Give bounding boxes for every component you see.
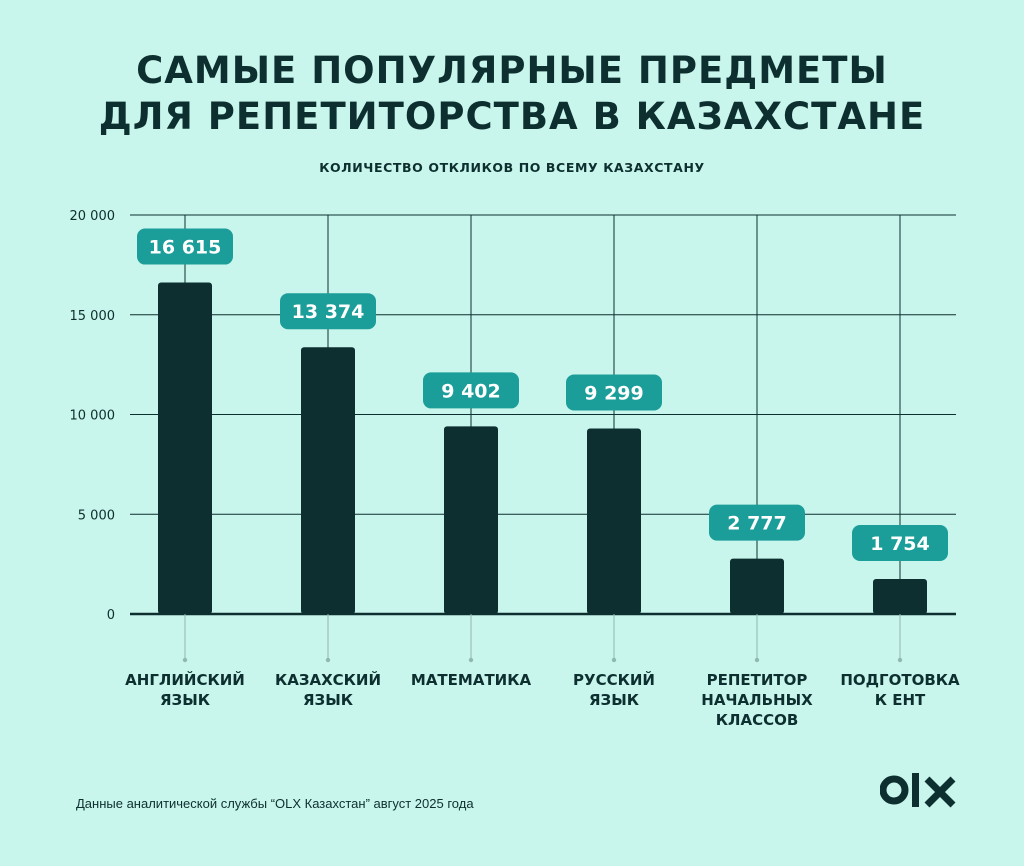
y-tick-label: 10 000 — [70, 409, 116, 424]
value-label-box — [709, 504, 805, 541]
category-label: ПОДГОТОВКА К ЕНТ — [840, 671, 960, 709]
value-label: 1 754 — [870, 533, 930, 555]
value-label: 9 299 — [584, 382, 644, 404]
value-label: 9 402 — [441, 380, 501, 402]
title-line-2: ДЛЯ РЕПЕТИТОРСТВА В КАЗАХСТАНЕ — [98, 95, 926, 138]
bar — [301, 347, 355, 614]
title-line-1: САМЫЕ ПОПУЛЯРНЫЕ ПРЕДМЕТЫ — [136, 49, 888, 92]
x-tick-dot — [897, 657, 903, 663]
x-tick-dot — [182, 657, 188, 663]
chart-title: САМЫЕ ПОПУЛЯРНЫЕ ПРЕДМЕТЫ ДЛЯ РЕПЕТИТОРС… — [0, 48, 1024, 140]
bar — [158, 282, 212, 614]
bar — [444, 426, 498, 614]
chart-subtitle: КОЛИЧЕСТВО ОТКЛИКОВ ПО ВСЕМУ КАЗАХСТАНУ — [319, 160, 705, 175]
y-tick-label: 5 000 — [78, 508, 115, 523]
value-label-box — [566, 374, 662, 411]
category-label: МАТЕМАТИКА — [410, 671, 532, 689]
category-label: РУССКИЙ ЯЗЫК — [573, 671, 655, 709]
bar — [873, 579, 927, 614]
category-label: КАЗАХСКИЙ ЯЗЫК — [274, 671, 382, 709]
category-label: АНГЛИЙСКИЙ ЯЗЫК — [125, 671, 245, 709]
value-label-box — [852, 525, 948, 562]
x-tick-dot — [468, 657, 474, 663]
value-label-box — [280, 293, 376, 330]
value-label: 13 374 — [292, 301, 365, 323]
olx-logo — [880, 773, 956, 808]
bar — [587, 428, 641, 614]
y-tick-label: 0 — [107, 608, 115, 623]
y-tick-label: 15 000 — [70, 309, 116, 324]
source-footnote: Данные аналитической службы “OLX Казахст… — [76, 796, 474, 811]
x-tick-dot — [611, 657, 617, 663]
x-tick-dot — [325, 657, 331, 663]
y-tick-label: 20 000 — [70, 209, 116, 224]
category-label: РЕПЕТИТОР НАЧАЛЬНЫХ КЛАССОВ — [701, 671, 813, 729]
x-tick-dot — [754, 657, 760, 663]
value-label-box — [137, 228, 233, 265]
value-label-box — [423, 372, 519, 409]
value-label: 16 615 — [149, 237, 222, 259]
value-label: 2 777 — [727, 513, 787, 535]
bar — [730, 558, 784, 614]
